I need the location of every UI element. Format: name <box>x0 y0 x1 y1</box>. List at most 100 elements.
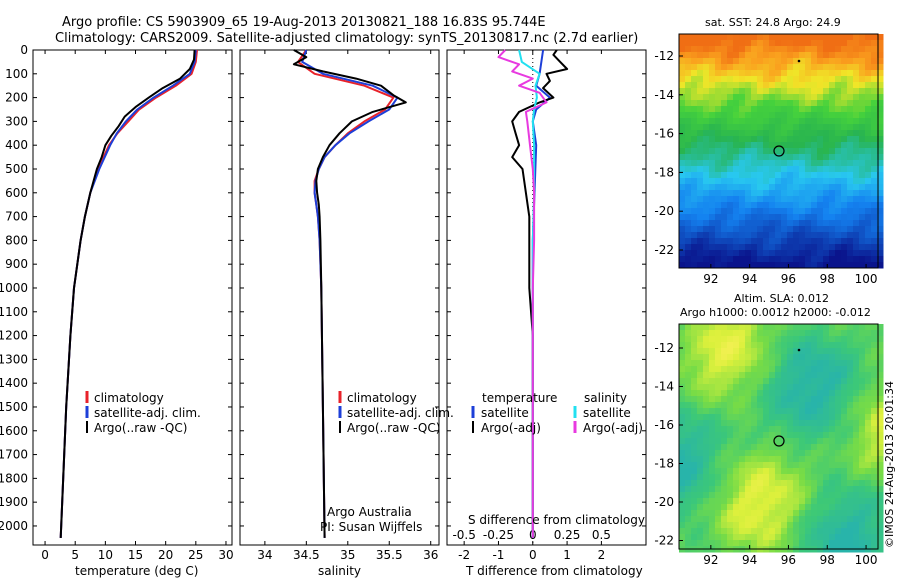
series-line-argo <box>59 49 196 538</box>
salinity-axes-frame <box>239 49 440 546</box>
legend-label-satellite: satellite-adj. clim. <box>347 406 454 420</box>
temperature-xlabel: temperature (deg C) <box>75 564 198 578</box>
map-y-tick-label: -14 <box>654 380 674 394</box>
header-line2: Climatology: CARS2009. Satellite-adjuste… <box>55 31 638 46</box>
x-tick-label-top: 0.5 <box>592 528 611 542</box>
salinity-xlabel: salinity <box>318 564 361 578</box>
difference-axes-frame <box>446 49 647 546</box>
y-tick-label: 1300 <box>0 352 28 366</box>
legend-label-t-argo: Argo(-adj) <box>481 421 541 435</box>
difference-legend: temperature satellite Argo(-adj) salinit… <box>471 391 643 435</box>
annotation-line1: Argo Australia <box>327 505 412 519</box>
x-tick-label: 5 <box>71 548 79 562</box>
x-tick-label-top: 0.25 <box>554 528 581 542</box>
map-field <box>679 324 884 553</box>
map-y-tick-label: -20 <box>654 204 674 218</box>
x-tick-label: 35 <box>340 548 355 562</box>
x-tick-label: 10 <box>98 548 113 562</box>
y-tick-label: 1400 <box>0 376 28 390</box>
sst-map-frame <box>678 33 879 269</box>
map-x-tick-label: 100 <box>855 553 878 567</box>
y-tick-label: 100 <box>5 67 28 81</box>
y-tick-label: 1000 <box>0 281 28 295</box>
argo-location-marker <box>773 145 785 157</box>
map-x-tick-label: 92 <box>703 553 718 567</box>
legend-label-climatology: climatology <box>347 391 417 405</box>
temperature-axes-frame <box>32 49 233 546</box>
x-tick-label-top: -0.5 <box>452 528 475 542</box>
legend-label-s-satellite: satellite <box>583 406 631 420</box>
map-y-tick-label: -14 <box>654 88 674 102</box>
x-tick-label: 2 <box>598 548 606 562</box>
series-line-satellite-adj-clim- <box>59 49 197 538</box>
map-y-tick-label: -22 <box>654 534 674 548</box>
y-tick-label: 900 <box>5 257 28 271</box>
map-y-tick-label: -16 <box>654 127 674 141</box>
y-tick-label: 700 <box>5 210 28 224</box>
series-line-argo <box>292 49 407 538</box>
profile-dot <box>797 59 801 63</box>
map-y-tick-label: -22 <box>654 243 674 257</box>
map-y-tick-label: -12 <box>654 49 674 63</box>
y-tick-label: 2000 <box>0 519 28 533</box>
x-tick-label: 0 <box>41 548 49 562</box>
x-tick-label: -1 <box>492 548 504 562</box>
y-tick-label: 1900 <box>0 495 28 509</box>
x-tick-label: 34.5 <box>293 548 320 562</box>
map-x-tick-label: 100 <box>855 272 878 286</box>
y-tick-label: 400 <box>5 138 28 152</box>
map-x-tick-label: 94 <box>742 272 757 286</box>
x-tick-label: 1 <box>563 548 571 562</box>
sst-map-panel: sat. SST: 24.8 Argo: 24.9 92 94 96 98 100 -12… <box>654 16 884 286</box>
map-x-tick-label: 96 <box>781 272 796 286</box>
salinity-panel: 34 34.5 35 35.5 36 salinity climatology sate… <box>239 49 454 578</box>
annotation-line2: PI: Susan Wijffels <box>320 520 422 534</box>
y-tick-label: 0 <box>20 43 28 57</box>
legend-label-satellite: satellite-adj. clim. <box>94 406 201 420</box>
argo-location-marker <box>773 435 785 447</box>
x-tick-label: -2 <box>458 548 470 562</box>
y-tick-label: 1600 <box>0 424 28 438</box>
map-y-tick-label: -18 <box>654 457 674 471</box>
map-y-tick-label: -12 <box>654 341 674 355</box>
sla-map-frame <box>678 323 879 550</box>
x-tick-label: 20 <box>158 548 173 562</box>
series-line-s-argo <box>497 49 548 538</box>
map-x-tick-label: 96 <box>781 553 796 567</box>
legend-label-argo: Argo(..raw -QC) <box>94 421 187 435</box>
series-line-t-satellite <box>531 49 551 538</box>
y-tick-label: 800 <box>5 233 28 247</box>
y-tick-label: 1800 <box>0 471 28 485</box>
difference-xlabel-top: S difference from climatology <box>468 513 645 527</box>
sla-map-title2: Argo h1000: 0.0012 h2000: -0.012 <box>680 306 871 319</box>
y-tick-label: 300 <box>5 114 28 128</box>
map-y-tick-label: -16 <box>654 418 674 432</box>
legend-label-t-satellite: satellite <box>481 406 529 420</box>
sla-map-title1: Altim. SLA: 0.012 <box>734 292 829 305</box>
legend-title-temperature: temperature <box>482 391 557 405</box>
x-tick-label: 25 <box>188 548 203 562</box>
y-tick-label: 1100 <box>0 305 28 319</box>
map-y-tick-label: -20 <box>654 495 674 509</box>
profile-dot <box>797 348 801 352</box>
temperature-panel: 0100200300400500600700800900100011001200… <box>0 43 646 578</box>
y-tick-label: 500 <box>5 162 28 176</box>
map-x-tick-label: 94 <box>742 553 757 567</box>
series-line-climatology <box>59 49 198 538</box>
y-tick-label: 200 <box>5 91 28 105</box>
series-line-t-argo <box>511 49 569 538</box>
y-tick-label: 1500 <box>0 400 28 414</box>
map-field <box>679 34 884 269</box>
x-tick-label: 35.5 <box>376 548 403 562</box>
header-line1: Argo profile: CS 5903909_65 19-Aug-2013 … <box>62 15 546 30</box>
map-y-tick-label: -18 <box>654 165 674 179</box>
x-tick-label-top: -0.25 <box>483 528 514 542</box>
legend-label-argo: Argo(..raw -QC) <box>347 421 440 435</box>
x-tick-label: 30 <box>218 548 233 562</box>
sst-map-title: sat. SST: 24.8 Argo: 24.9 <box>705 16 841 29</box>
map-x-tick-label: 92 <box>703 272 718 286</box>
series-line-climatology <box>297 49 395 538</box>
legend-label-s-argo: Argo(-adj) <box>583 421 643 435</box>
